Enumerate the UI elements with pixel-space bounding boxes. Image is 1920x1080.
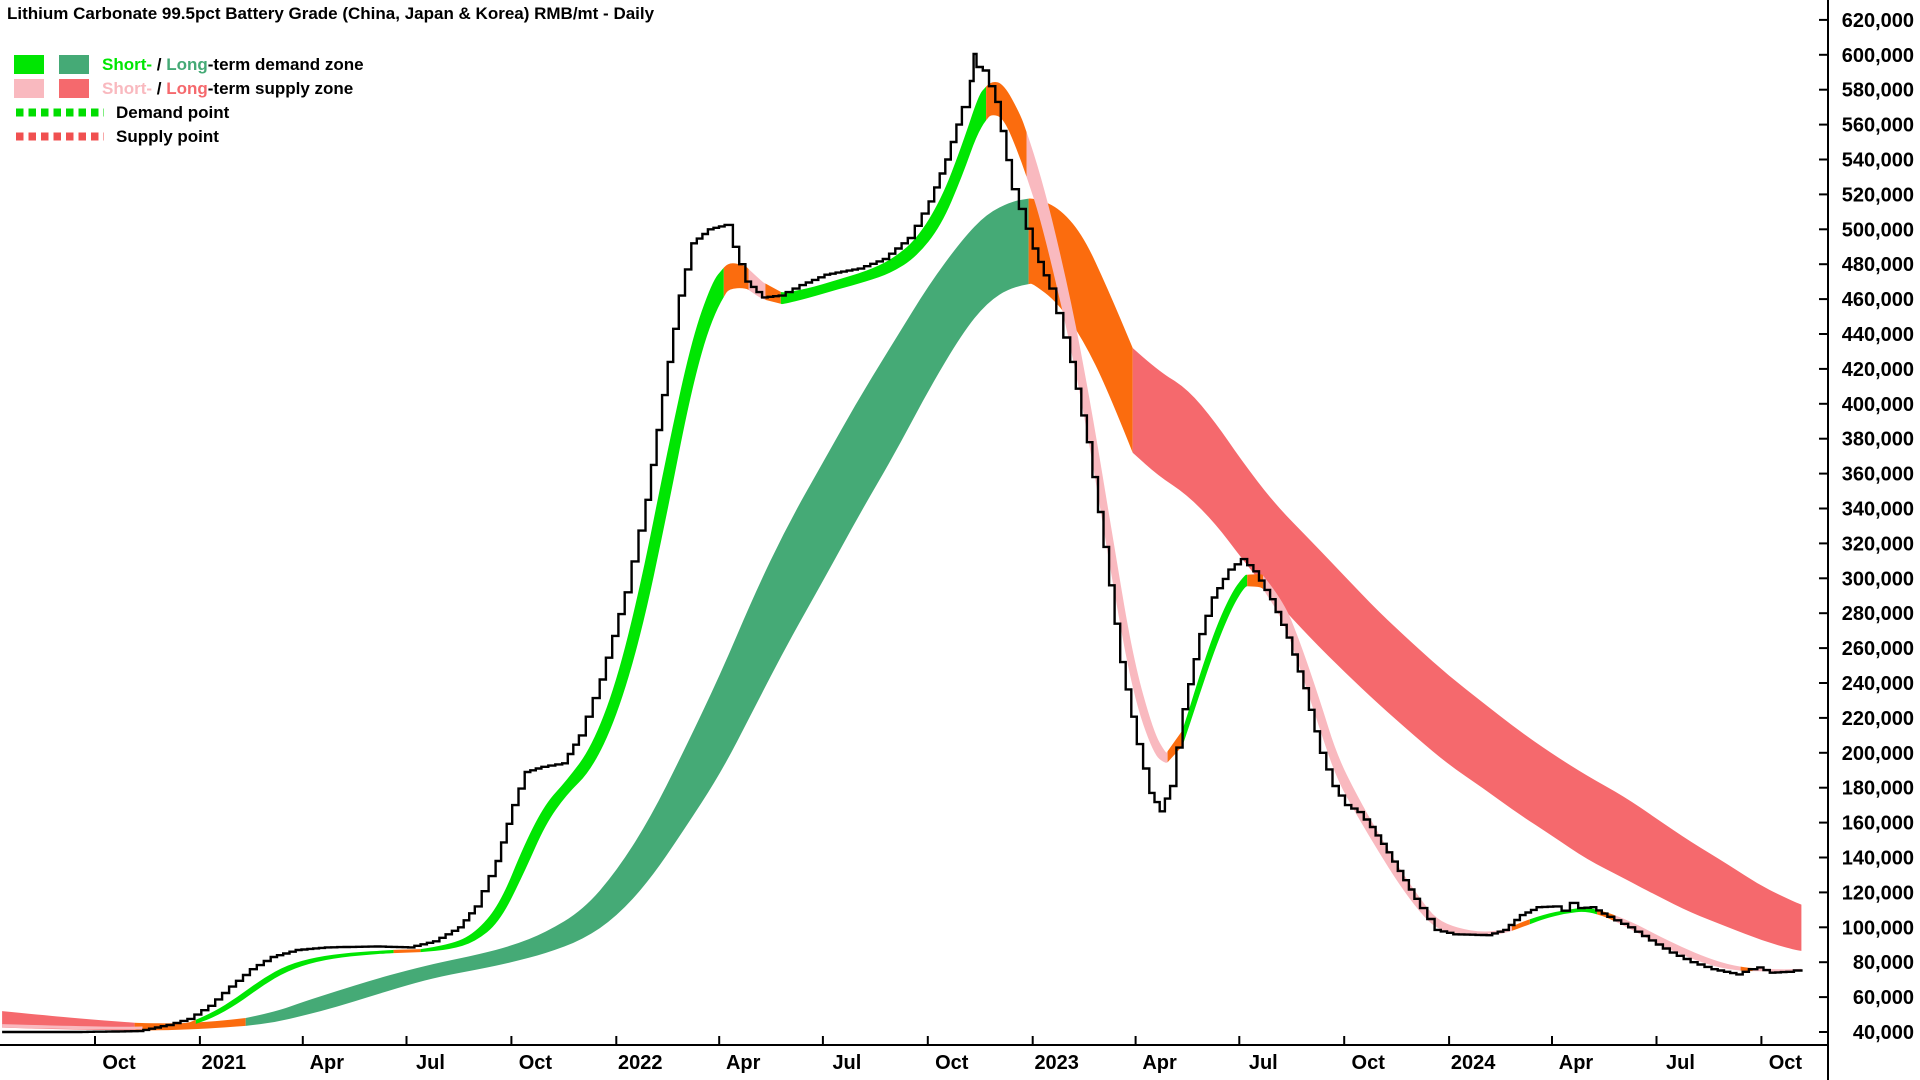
- long-term-zone-band-segment: [1132, 348, 1802, 951]
- short-term-zone-band-segment: [1167, 731, 1182, 763]
- demand-zone-separator: /: [152, 54, 167, 74]
- short-term-zone-band-segment: [195, 949, 394, 1024]
- y-axis-label: 580,000: [1842, 80, 1914, 102]
- x-axis-label: 2022: [618, 1052, 663, 1074]
- y-axis-label: 240,000: [1842, 673, 1914, 695]
- supply-point-label: Supply point: [116, 126, 219, 146]
- y-axis-label: 340,000: [1842, 499, 1914, 521]
- x-axis-label: Apr: [1142, 1052, 1177, 1074]
- x-axis-label: Oct: [1769, 1052, 1803, 1074]
- y-axis-label: 300,000: [1842, 568, 1914, 590]
- y-axis-label: 220,000: [1842, 708, 1914, 730]
- supply-zone-suffix: -term supply zone: [207, 78, 354, 98]
- x-axis-label: Jul: [832, 1052, 861, 1074]
- long-term-supply-swatch: [59, 79, 89, 98]
- y-axis-label: 480,000: [1842, 254, 1914, 276]
- legend-row-demand-zone: Short- / Long-term demand zone: [14, 55, 364, 74]
- x-axis-label: 2024: [1451, 1052, 1496, 1074]
- y-axis-label: 560,000: [1842, 115, 1914, 137]
- y-axis-label: 180,000: [1842, 778, 1914, 800]
- y-axis-label: 60,000: [1853, 987, 1914, 1009]
- short-term-zone-band-segment: [1263, 575, 1512, 936]
- short-term-zone-band-segment: [1512, 919, 1530, 931]
- short-term-zone-band-segment: [393, 949, 421, 954]
- y-axis-label: 420,000: [1842, 359, 1914, 381]
- y-axis-label: 460,000: [1842, 289, 1914, 311]
- x-axis-label: Apr: [310, 1052, 345, 1074]
- short-term-supply-swatch: [14, 79, 44, 98]
- y-axis-label: 500,000: [1842, 219, 1914, 241]
- price-line: [2, 52, 1803, 1034]
- long-term-zone-band: [2, 198, 1802, 1031]
- y-axis-label: 120,000: [1842, 882, 1914, 904]
- y-axis-label: 540,000: [1842, 150, 1914, 172]
- legend: Short- / Long-term demand zone Short- / …: [14, 55, 364, 151]
- y-axis-label: 160,000: [1842, 813, 1914, 835]
- y-axis-label: 40,000: [1853, 1022, 1914, 1044]
- short-term-zone-band-segment: [1614, 915, 1741, 971]
- short-term-zone-band-segment: [420, 267, 724, 953]
- supply-zone-short-label: Short-: [102, 78, 153, 98]
- short-term-zone-band-segment: [2, 1024, 143, 1030]
- short-term-zone-band: [2, 82, 1802, 1030]
- y-axis-label: 400,000: [1842, 394, 1914, 416]
- short-term-zone-band-segment: [986, 82, 1027, 177]
- x-axis-label: Oct: [519, 1052, 553, 1074]
- y-axis: 40,000 60,000 80,000 100,000 120,000 140,000 1…: [1819, 0, 1914, 1080]
- y-axis-label: 440,000: [1842, 324, 1914, 346]
- x-axis-label: Apr: [726, 1052, 761, 1074]
- y-axis-label: 360,000: [1842, 464, 1914, 486]
- x-axis-label: Jul: [1249, 1052, 1278, 1074]
- y-axis-label: 100,000: [1842, 917, 1914, 939]
- x-axis-label: 2023: [1034, 1052, 1079, 1074]
- long-term-zone-band-segment: [245, 198, 1029, 1026]
- demand-point-dotted-line-icon: [16, 108, 104, 117]
- short-term-zone-band-segment: [1026, 131, 1168, 763]
- short-term-demand-swatch: [14, 55, 44, 74]
- short-term-zone-band-segment: [723, 263, 749, 297]
- y-axis-label: 320,000: [1842, 533, 1914, 555]
- x-axis-label: Apr: [1559, 1052, 1594, 1074]
- x-axis-label: Oct: [1352, 1052, 1386, 1074]
- y-axis-label: 280,000: [1842, 603, 1914, 625]
- x-axis-label: 2021: [202, 1052, 247, 1074]
- y-axis-label: 80,000: [1853, 952, 1914, 974]
- supply-point-dotted-line-icon: [16, 132, 104, 141]
- short-term-zone-band-segment: [780, 86, 987, 305]
- supply-zone-long-label: Long: [166, 78, 208, 98]
- short-term-zone-band-segment: [1181, 574, 1248, 747]
- x-axis: Oct 2021 Apr Jul Oct 2022 Apr Jul Oct 2023 Apr Jul O…: [0, 1036, 1828, 1074]
- long-term-demand-swatch: [59, 55, 89, 74]
- demand-zone-long-label: Long: [166, 54, 208, 74]
- x-axis-label: Jul: [416, 1052, 445, 1074]
- demand-point-label: Demand point: [116, 102, 230, 122]
- legend-row-demand-point: Demand point: [14, 103, 364, 122]
- demand-zone-label: Short- / Long-term demand zone: [102, 55, 364, 75]
- x-axis-label: Jul: [1666, 1052, 1695, 1074]
- x-axis-label: Oct: [102, 1052, 136, 1074]
- y-axis-label: 620,000: [1842, 10, 1914, 32]
- legend-row-supply-zone: Short- / Long-term supply zone: [14, 79, 364, 98]
- supply-zone-label: Short- / Long-term supply zone: [102, 79, 353, 99]
- demand-zone-suffix: -term demand zone: [207, 54, 364, 74]
- demand-zone-short-label: Short-: [102, 54, 153, 74]
- y-axis-label: 260,000: [1842, 638, 1914, 660]
- y-axis-label: 380,000: [1842, 429, 1914, 451]
- short-term-zone-band-segment: [765, 283, 781, 304]
- supply-zone-separator: /: [152, 78, 167, 98]
- y-axis-label: 520,000: [1842, 184, 1914, 206]
- x-axis-label: Oct: [935, 1052, 969, 1074]
- y-axis-label: 600,000: [1842, 45, 1914, 67]
- y-axis-label: 200,000: [1842, 743, 1914, 765]
- y-axis-label: 140,000: [1842, 848, 1914, 870]
- page-title: Lithium Carbonate 99.5pct Battery Grade …: [7, 4, 655, 23]
- legend-row-supply-point: Supply point: [14, 127, 364, 146]
